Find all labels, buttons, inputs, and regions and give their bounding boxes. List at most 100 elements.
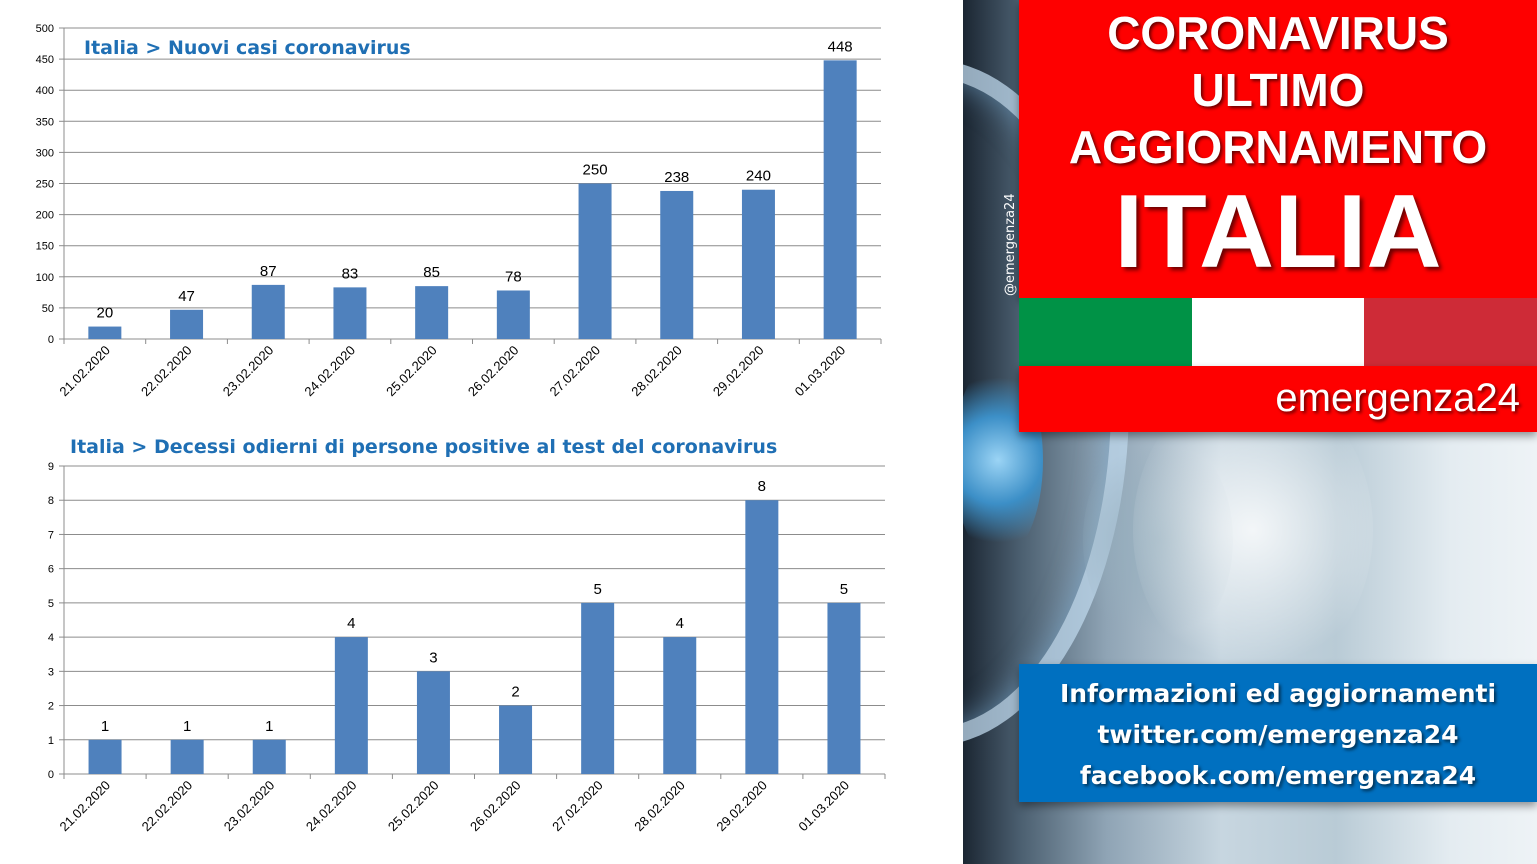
x-tick-label: 24.02.2020 [303,778,360,835]
data-label: 4 [676,615,684,632]
flag-green-stripe [1019,298,1192,366]
bar [660,190,694,339]
bar [252,739,286,774]
y-tick-label: 7 [48,529,54,541]
data-label: 1 [265,718,273,735]
headline-line-2: ULTIMO [1191,64,1365,116]
y-tick-label: 350 [36,116,54,128]
y-tick-label: 150 [36,241,54,253]
data-label: 78 [505,268,522,285]
x-tick-label: 23.02.2020 [220,343,277,400]
y-tick-label: 6 [48,564,54,576]
watermark-handle: @emergenza24 [1003,193,1018,296]
y-tick-label: 4 [48,632,54,644]
bar [823,60,857,340]
x-tick-label: 28.02.2020 [631,778,688,835]
x-tick-label: 26.02.2020 [465,343,522,400]
x-tick-label: 25.02.2020 [383,343,440,400]
headline-box: CORONAVIRUS ULTIMO AGGIORNAMENTO ITALIA [1019,0,1537,298]
y-tick-label: 100 [36,272,54,284]
x-tick-label: 21.02.2020 [56,343,113,400]
data-label: 5 [840,581,848,598]
y-tick-label: 8 [48,495,54,507]
x-tick-label: 29.02.2020 [713,778,770,835]
x-tick-label: 26.02.2020 [467,778,524,835]
data-label: 87 [260,263,277,280]
data-label: 448 [828,38,853,55]
bar [499,705,533,774]
data-label: 47 [178,288,195,305]
x-tick-label: 23.02.2020 [221,778,278,835]
y-tick-label: 250 [36,179,54,191]
data-label: 3 [429,649,437,666]
y-tick-label: 50 [42,303,54,315]
brand-name: emergenza24 [1275,376,1520,420]
chart-title: Italia > Decessi odierni di persone posi… [70,436,777,458]
bar [745,500,779,774]
y-tick-label: 0 [48,769,54,781]
x-tick-label: 22.02.2020 [139,778,196,835]
bar [827,602,861,774]
bar [663,637,697,774]
data-label: 8 [758,478,766,495]
headline-country: ITALIA [1114,174,1442,290]
y-tick-label: 9 [48,461,54,473]
bar [88,739,122,774]
y-tick-label: 400 [36,85,54,97]
data-label: 5 [593,581,601,598]
data-label: 1 [101,718,109,735]
twitter-link[interactable]: twitter.com/emergenza24 [1097,720,1459,749]
x-tick-label: 21.02.2020 [57,778,114,835]
y-tick-label: 300 [36,147,54,159]
brand-box: emergenza24 [1019,366,1537,432]
data-label: 238 [664,169,689,186]
y-tick-label: 1 [48,735,54,747]
bar [741,189,775,339]
x-tick-label: 29.02.2020 [710,343,767,400]
x-tick-label: 22.02.2020 [138,343,195,400]
x-tick-label: 01.03.2020 [795,778,852,835]
x-tick-label: 24.02.2020 [301,343,358,400]
x-tick-label: 27.02.2020 [549,778,606,835]
info-line-1: Informazioni ed aggiornamenti [1059,679,1497,708]
y-tick-label: 2 [48,701,54,713]
y-tick-label: 450 [36,54,54,66]
bar [581,602,615,774]
bar [496,290,530,339]
y-tick-label: 200 [36,210,54,222]
headline-line-1: CORONAVIRUS [1107,7,1449,59]
bar [578,183,612,339]
flag-white-stripe [1191,298,1365,366]
data-label: 2 [511,684,519,701]
bar [170,309,204,339]
info-box: Informazioni ed aggiornamenti twitter.co… [1019,664,1537,802]
data-label: 250 [583,162,608,179]
data-label: 20 [97,305,114,322]
bar [88,326,122,339]
y-tick-label: 0 [48,334,54,346]
bar [333,287,367,339]
x-tick-label: 27.02.2020 [547,343,604,400]
chart-title: Italia > Nuovi casi coronavirus [84,37,411,59]
x-tick-label: 28.02.2020 [628,343,685,400]
x-tick-label: 01.03.2020 [792,343,849,400]
data-label: 83 [342,265,359,282]
y-tick-label: 3 [48,666,54,678]
data-label: 1 [183,718,191,735]
bar [170,739,204,774]
bar [334,637,368,774]
bar [416,671,450,774]
facebook-link[interactable]: facebook.com/emergenza24 [1079,761,1477,790]
new-cases-chart: 0 50 100 150 200 250 300 350 400 450 500 20 21.02.20… [36,23,882,400]
y-tick-label: 500 [36,23,54,35]
data-label: 4 [347,615,355,632]
bar [251,284,285,339]
y-tick-label: 5 [48,598,54,610]
data-label: 85 [423,264,440,281]
data-label: 240 [746,168,771,185]
italian-flag [1019,298,1537,366]
x-tick-label: 25.02.2020 [385,778,442,835]
deaths-chart: 0 1 2 3 4 5 6 7 8 9 1 21.02.2020 1 22.02.2020 1 23.02.2… [48,436,886,835]
headline-line-3: AGGIORNAMENTO [1068,121,1488,173]
bar [415,286,449,339]
